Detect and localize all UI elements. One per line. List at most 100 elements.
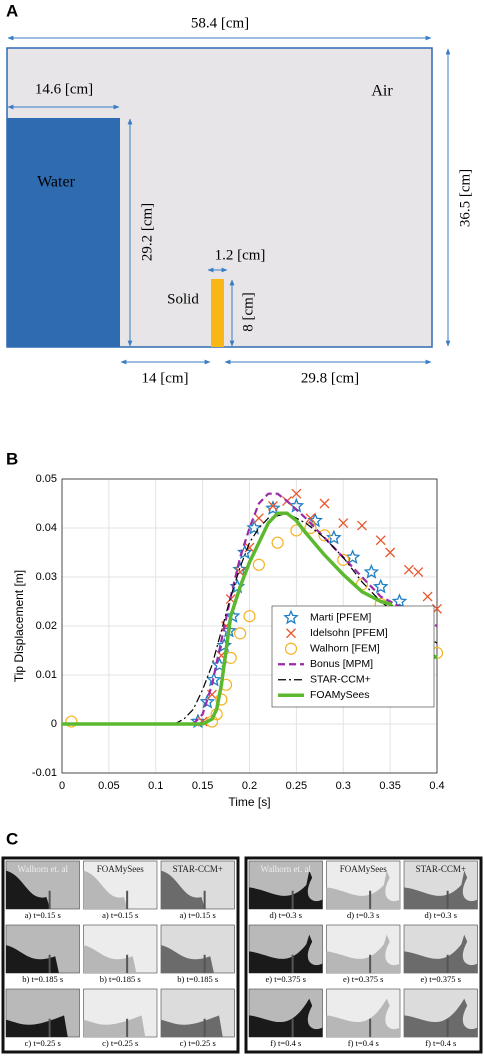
- series-line: [174, 512, 438, 725]
- column-header: FOAMySees: [97, 864, 145, 874]
- series-line: [192, 492, 438, 725]
- solid-plate: [446, 954, 449, 973]
- marker-x: [244, 542, 255, 553]
- y-axis-label: Tip Displacement [m]: [12, 570, 26, 682]
- fluid-shape: [326, 934, 400, 973]
- marker-x: [357, 520, 367, 531]
- legend-label: Marti [PFEM]: [310, 612, 371, 624]
- fluid-shape: [83, 945, 137, 973]
- fluid-shape: [6, 945, 59, 973]
- snapshot-caption: c) t=0.25 s: [25, 1038, 61, 1048]
- legend-label: Idelsohn [PFEM]: [310, 627, 388, 639]
- marker-star: [265, 500, 281, 516]
- dimension-label: 14 [cm]: [141, 370, 188, 386]
- marker-circle: [65, 715, 78, 728]
- panel-label: A: [6, 1, 18, 20]
- x-tick-label: 0.1: [148, 780, 163, 792]
- x-tick-label: 0: [59, 780, 65, 792]
- dimension-label: 29.2 [cm]: [139, 203, 155, 261]
- solid-plate: [369, 1018, 372, 1037]
- solid-plate: [126, 1018, 129, 1037]
- region-label: Solid: [167, 291, 199, 307]
- snapshot-caption: a) t=0.15 s: [25, 910, 61, 920]
- snapshot-caption: c) t=0.25 s: [180, 1038, 216, 1048]
- snapshot-caption: d) t=0.3 s: [270, 910, 302, 920]
- solid-plate: [211, 279, 224, 347]
- x-tick-label: 0.4: [429, 780, 444, 792]
- solid-plate: [446, 1018, 449, 1037]
- region-label: Air: [371, 83, 393, 100]
- solid-plate: [291, 954, 294, 973]
- marker-star: [206, 671, 222, 687]
- marker-x: [413, 567, 424, 578]
- marker-circle: [243, 610, 256, 623]
- fluid-shape: [249, 870, 323, 909]
- marker-x: [403, 564, 414, 575]
- snapshot-caption: b) t=0.185 s: [22, 974, 63, 984]
- fluid-shape: [249, 998, 323, 1037]
- x-tick-label: 0.2: [242, 780, 257, 792]
- marker-x: [267, 500, 278, 511]
- dimension-label: 8 [cm]: [240, 292, 256, 332]
- fluid-shape: [6, 870, 51, 909]
- snapshot-caption: d) t=0.3 s: [425, 910, 457, 920]
- marker-star: [283, 609, 299, 625]
- marker-circle: [284, 642, 298, 655]
- fluid-shape: [83, 1015, 146, 1037]
- x-axis-label: Time [s]: [228, 795, 270, 809]
- snapshot-caption: b) t=0.185 s: [100, 974, 141, 984]
- marker-circle: [337, 553, 350, 566]
- fluid-shape: [404, 870, 478, 909]
- solid-plate: [126, 890, 129, 909]
- column-header: FOAMySees: [340, 864, 388, 874]
- marker-x: [422, 591, 433, 602]
- marker-x: [253, 513, 264, 524]
- marker-circle: [318, 529, 331, 542]
- solid-plate: [126, 954, 129, 973]
- marker-x: [286, 628, 296, 639]
- marker-star: [246, 519, 262, 535]
- column-header: Walhorn et. al: [260, 864, 311, 874]
- marker-x: [305, 513, 316, 524]
- fluid-shape: [161, 870, 206, 909]
- y-tick-label: 0.01: [36, 669, 57, 681]
- y-tick-label: 0.05: [36, 473, 57, 485]
- snapshot-caption: e) t=0.375 s: [343, 974, 383, 984]
- fluid-shape: [249, 934, 323, 973]
- marker-star: [199, 693, 216, 709]
- y-tick-label: 0.04: [36, 522, 57, 534]
- panel-label: B: [6, 449, 18, 468]
- marker-star: [391, 593, 408, 609]
- x-tick-label: 0.35: [379, 780, 400, 792]
- solid-plate: [48, 1018, 51, 1037]
- solid-plate: [291, 1018, 294, 1037]
- fluid-shape: [326, 998, 400, 1037]
- marker-star: [326, 529, 342, 545]
- water-column: [7, 118, 120, 347]
- marker-x: [385, 547, 396, 558]
- column-header: Walhorn et. al: [17, 864, 68, 874]
- solid-plate: [203, 890, 206, 909]
- column-header: STAR-CCM+: [173, 864, 223, 874]
- column-header: STAR-CCM+: [416, 864, 466, 874]
- fluid-shape: [83, 870, 128, 909]
- snapshot-caption: b) t=0.185 s: [177, 974, 218, 984]
- marker-star: [344, 549, 361, 565]
- y-tick-label: -0.01: [32, 767, 57, 779]
- panel-label: C: [6, 829, 18, 848]
- marker-x: [375, 535, 386, 546]
- marker-x: [319, 498, 330, 509]
- x-tick-label: 0.15: [192, 780, 213, 792]
- fluid-shape: [6, 1015, 68, 1037]
- snapshot-grid: a) t=0.15 s b) t=0.185 s c) t=0.25 s Walhor…: [1, 856, 483, 1054]
- fluid-shape: [326, 870, 400, 909]
- snapshot-caption: a) t=0.15 s: [180, 910, 216, 920]
- snapshot-caption: f) t=0.4 s: [348, 1038, 379, 1048]
- legend: Marti [PFEM] Idelsohn [PFEM] Walhorn [FEM]…: [271, 605, 435, 708]
- legend-label: STAR-CCM+: [310, 674, 371, 686]
- solid-plate: [291, 890, 294, 909]
- snapshot-caption: f) t=0.4 s: [425, 1038, 456, 1048]
- marker-x: [291, 488, 302, 499]
